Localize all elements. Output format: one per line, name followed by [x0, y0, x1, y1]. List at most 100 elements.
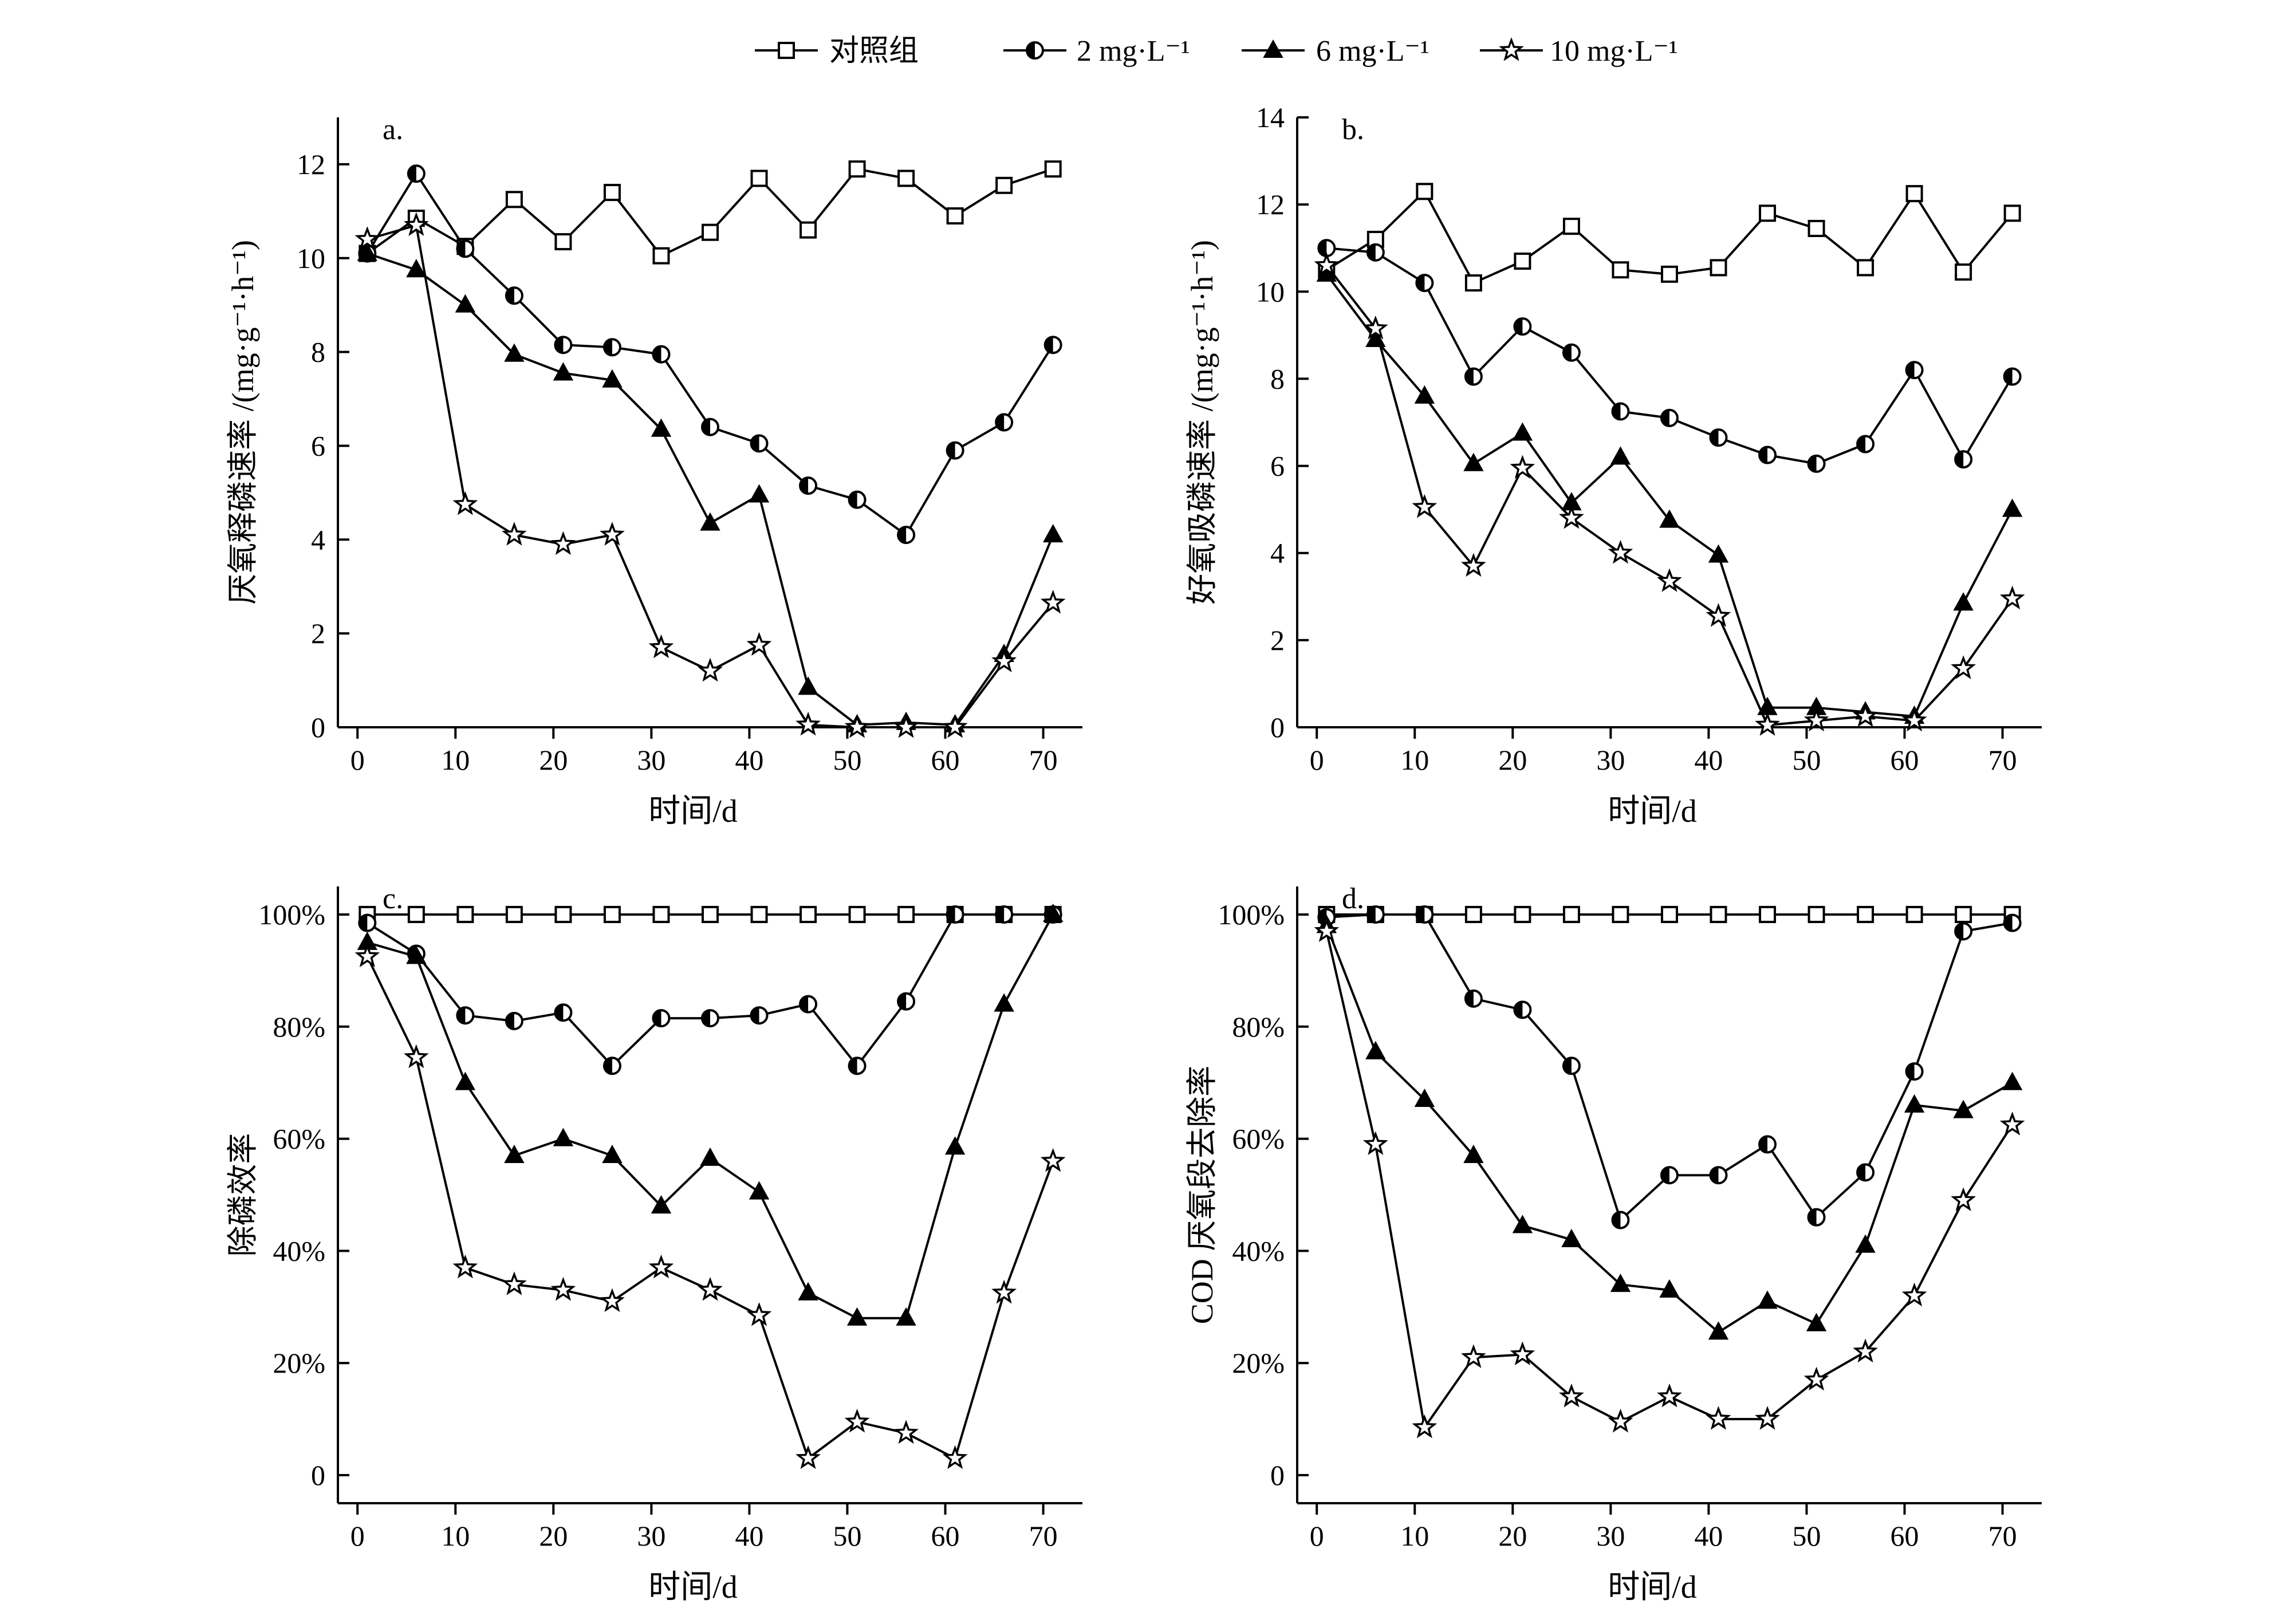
data-point — [1561, 1228, 1582, 1247]
y-axis-label: COD 厌氧段去除率 — [1185, 1066, 1219, 1325]
data-point — [2003, 204, 2021, 222]
series-line — [367, 252, 1054, 726]
x-tick-label: 70 — [1988, 1520, 2017, 1552]
data-point — [848, 1057, 867, 1075]
y-tick-label: 6 — [311, 429, 325, 462]
y-tick-label: 4 — [311, 523, 325, 555]
data-point — [1611, 402, 1630, 421]
data-point — [502, 1271, 527, 1295]
legend-marker-halfcircle — [1026, 41, 1044, 60]
legend-label: 对照组 — [829, 35, 919, 68]
panel-title: c. — [383, 882, 403, 915]
data-point — [1044, 160, 1062, 178]
data-point — [1463, 1144, 1484, 1163]
data-point — [1608, 1409, 1633, 1433]
data-point — [1755, 712, 1781, 736]
data-point — [1043, 336, 1062, 354]
data-point — [1999, 1112, 2025, 1136]
data-point — [1659, 1279, 1680, 1298]
data-point — [995, 413, 1014, 432]
data-point — [1461, 553, 1486, 577]
series-line — [1325, 925, 2013, 1334]
panel-a: 0 2 4 6 8 10 12 0 10 20 30 40 50 60 70 a. 时间/d 厌氧释磷速率 /(m… — [226, 113, 1082, 829]
x-tick-label: 20 — [539, 744, 568, 776]
x-tick-label: 50 — [833, 744, 861, 776]
x-tick-label: 30 — [637, 1520, 665, 1552]
data-point — [1463, 452, 1484, 471]
data-point — [652, 345, 671, 364]
x-tick-label: 30 — [1596, 744, 1625, 776]
data-point — [355, 943, 380, 967]
data-point — [602, 338, 621, 357]
data-point — [407, 905, 425, 923]
data-point — [1951, 1187, 1976, 1211]
legend-marker-triangle — [1263, 39, 1283, 58]
data-point — [1710, 905, 1727, 923]
data-point — [848, 905, 866, 923]
data-point — [848, 160, 866, 178]
y-axis-label: 厌氧释磷速率 /(mg·g⁻¹·h⁻¹) — [226, 240, 260, 605]
data-point — [897, 526, 916, 545]
data-point — [1806, 1313, 1827, 1331]
data-point — [749, 484, 770, 503]
x-axis-label: 时间/d — [1608, 794, 1697, 829]
data-point — [1807, 1208, 1826, 1227]
data-point — [1709, 428, 1728, 447]
data-point — [701, 1009, 719, 1028]
data-point — [1759, 905, 1777, 923]
panel-title: d. — [1342, 882, 1364, 915]
data-point — [897, 170, 915, 187]
data-point — [456, 239, 475, 258]
data-point — [1706, 1406, 1731, 1430]
y-tick-label: 0 — [1270, 1459, 1285, 1491]
data-point — [1954, 922, 1973, 941]
data-point — [456, 1006, 475, 1025]
data-point — [602, 369, 623, 388]
y-tick-label: 10 — [297, 242, 325, 274]
data-point — [700, 1147, 720, 1166]
data-point — [1660, 408, 1679, 427]
data-point — [1362, 1131, 1388, 1155]
y-tick-label: 40% — [273, 1235, 325, 1267]
data-point — [553, 1128, 574, 1146]
x-tick-label: 30 — [637, 744, 665, 776]
y-tick-label: 80% — [273, 1011, 325, 1043]
data-point — [946, 441, 964, 460]
data-point — [456, 905, 474, 923]
data-point — [1853, 703, 1878, 727]
data-point — [1856, 435, 1875, 454]
legend-item-3: 10 mg·L⁻¹ — [1480, 35, 1678, 68]
data-point — [1559, 505, 1584, 529]
data-point — [1415, 274, 1434, 293]
data-point — [602, 1057, 621, 1075]
y-tick-label: 8 — [1270, 362, 1285, 395]
data-point — [798, 1282, 818, 1300]
series-line — [1325, 265, 2014, 727]
x-tick-label: 30 — [1596, 1520, 1625, 1552]
panel-c: 0 20% 40% 60% 80% 100% 0 10 20 30 40 50 60 70 c. 时间/d 除磷… — [226, 882, 1082, 1605]
data-point — [1657, 568, 1682, 592]
data-point — [1954, 450, 1973, 469]
data-point — [1415, 905, 1434, 924]
data-point — [946, 207, 964, 225]
legend-item-1: 2 mg·L⁻¹ — [1003, 35, 1190, 68]
data-point — [550, 531, 576, 555]
y-tick-label: 0 — [1270, 711, 1285, 743]
data-point — [1562, 343, 1581, 362]
y-axis-label: 除磷效率 — [226, 1133, 260, 1257]
x-tick-label: 70 — [1029, 744, 1058, 776]
data-point — [1857, 905, 1874, 923]
data-point — [1040, 589, 1066, 614]
data-point — [1562, 905, 1580, 923]
panel-d: 0 20% 40% 60% 80% 100% 0 10 20 30 40 50 60 70 d. 时间/d CO… — [1185, 882, 2042, 1605]
series-0 — [359, 905, 1062, 923]
x-tick-label: 70 — [1988, 744, 2017, 776]
y-tick-label: 10 — [1256, 275, 1285, 308]
data-point — [1514, 253, 1531, 270]
x-tick-label: 0 — [350, 1520, 365, 1552]
data-point — [1612, 905, 1629, 923]
data-point — [1464, 989, 1483, 1008]
panel-title: b. — [1342, 113, 1364, 146]
data-point — [893, 714, 919, 738]
data-point — [1853, 1338, 1878, 1363]
